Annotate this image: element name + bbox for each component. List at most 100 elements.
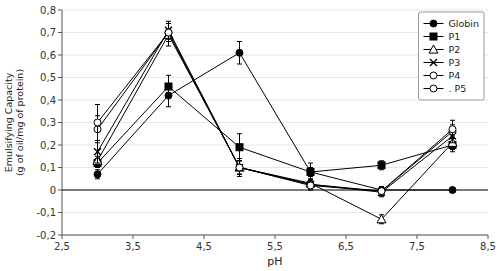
y-axis-label-line: (g of oil/mg of protein): [14, 69, 25, 176]
series-line: [98, 53, 453, 190]
tick-label: 0,2: [40, 140, 56, 151]
legend-label: Globin: [448, 18, 479, 29]
legend-marker: [430, 33, 437, 40]
error-bar: [237, 161, 242, 175]
tick-label: 0,1: [40, 162, 56, 173]
error-bar: [308, 168, 313, 177]
axes: -0,2-0,100,10,20,30,40,50,60,70,82,53,54…: [36, 5, 495, 253]
legend-label: P4: [448, 70, 460, 81]
series: [94, 75, 456, 181]
error-bar: [237, 161, 242, 175]
marker: [378, 188, 385, 195]
tick: [275, 235, 276, 239]
error-bar: [95, 105, 100, 141]
series-line: [98, 33, 453, 192]
tick: [58, 167, 62, 168]
tick-label: 0: [50, 185, 56, 196]
grid-line: [62, 235, 488, 236]
grid-line: [62, 122, 488, 123]
tick-label: -0,1: [36, 207, 56, 218]
legend-item: . P5: [423, 83, 466, 94]
tick: [488, 235, 489, 239]
tick-label: 8,5: [480, 241, 496, 252]
grid-line: [62, 212, 488, 213]
legend-label: P2: [448, 44, 460, 55]
tick: [58, 100, 62, 101]
error-bar: [450, 120, 455, 138]
marker: [236, 49, 243, 56]
legend-item: P4: [423, 70, 460, 81]
legend-item: P2: [423, 44, 460, 55]
error-bar: [237, 161, 242, 175]
legend-item: P3: [423, 57, 460, 68]
marker: [165, 29, 172, 36]
legend-box: [418, 12, 484, 100]
tick: [58, 32, 62, 33]
tick: [133, 235, 134, 239]
series: [94, 24, 456, 196]
chart: -0,2-0,100,10,20,30,40,50,60,70,82,53,54…: [0, 0, 500, 271]
series-line: [98, 33, 453, 192]
error-bar: [166, 24, 171, 47]
error-bar: [237, 42, 242, 65]
marker: [236, 144, 243, 151]
legend-marker: [430, 20, 437, 27]
legend-marker: [430, 59, 437, 66]
grid-line: [62, 145, 488, 146]
error-bar: [95, 170, 100, 179]
tick: [58, 145, 62, 146]
tick-label: 3,5: [125, 241, 141, 252]
error-bar: [166, 24, 171, 42]
series: [94, 21, 456, 197]
legend-label: . P5: [448, 83, 466, 94]
tick: [346, 235, 347, 239]
marker: [165, 29, 172, 36]
legend-marker: [430, 85, 437, 92]
tick: [58, 190, 62, 191]
marker: [94, 148, 101, 155]
tick: [204, 235, 205, 239]
tick: [417, 235, 418, 239]
tick-label: 0,4: [40, 95, 56, 106]
error-bar: [379, 161, 384, 170]
tick: [58, 212, 62, 213]
axis-line: [62, 10, 63, 235]
marker: [94, 171, 101, 178]
marker: [235, 163, 244, 171]
tick: [62, 235, 63, 239]
legend-label: P3: [448, 57, 460, 68]
legend: Globin P1 P2 P3 P4 . P5: [418, 12, 484, 100]
tick: [58, 10, 62, 11]
marker: [377, 215, 386, 223]
tick: [58, 55, 62, 56]
marker: [378, 162, 385, 169]
marker: [307, 169, 314, 176]
marker: [449, 187, 456, 194]
tick-label: -0,2: [36, 230, 56, 241]
legend-marker: [429, 45, 438, 53]
tick: [58, 122, 62, 123]
series-line: [98, 87, 453, 173]
tick-label: 0,5: [40, 72, 56, 83]
legend-label: P1: [448, 31, 460, 42]
series-line: [98, 30, 453, 192]
tick-label: 2,5: [54, 241, 70, 252]
series: [94, 24, 456, 196]
marker: [165, 83, 172, 90]
marker: [378, 188, 385, 195]
y-axis-label: Emulsifying Capacity(g of oil/mg of prot…: [3, 69, 25, 176]
error-bar: [95, 141, 100, 164]
marker: [307, 182, 314, 189]
error-bar: [379, 187, 384, 196]
tick: [58, 235, 62, 236]
error-bar: [308, 181, 313, 190]
tick-label: 0,7: [40, 27, 56, 38]
series: [93, 24, 457, 224]
legend-item: P1: [423, 31, 460, 42]
tick: [58, 77, 62, 78]
tick-label: 6,5: [338, 241, 354, 252]
marker: [236, 164, 243, 171]
grid-line: [62, 167, 488, 168]
marker: [449, 126, 456, 133]
error-bar: [166, 24, 171, 42]
